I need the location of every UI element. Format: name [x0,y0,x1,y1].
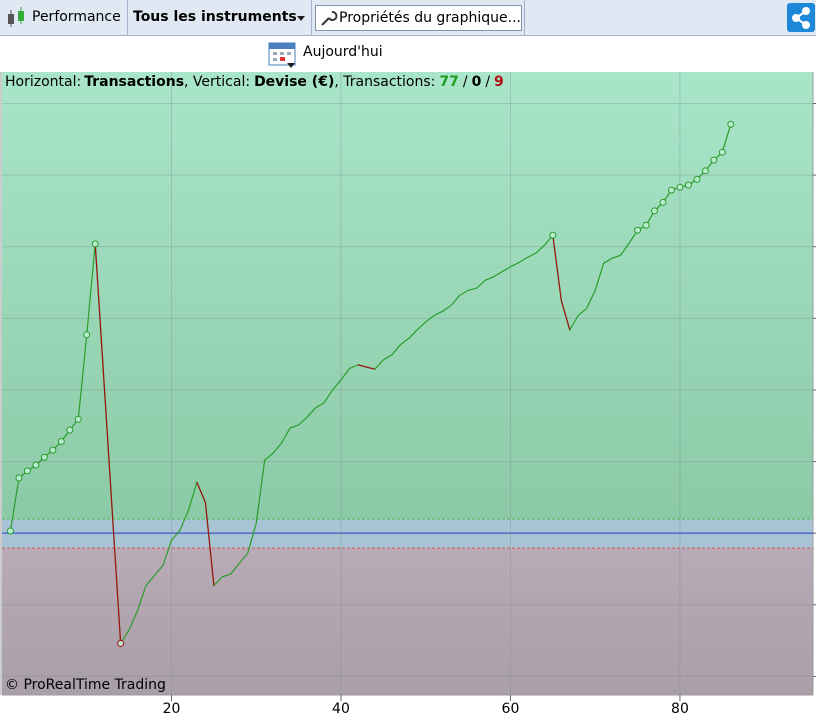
share-button[interactable] [787,3,815,32]
high-marker [718,148,726,156]
high-marker [710,156,718,164]
losing-trade [357,364,367,368]
high-marker [57,438,65,446]
losing-trade [111,510,122,644]
losing-trade [196,482,206,503]
losing-trade [366,366,376,370]
high-marker [549,231,557,239]
high-marker [6,527,14,535]
losing-count: 9 [494,74,504,90]
low-marker [117,639,125,647]
calendar-icon[interactable] [268,39,298,69]
separator-text: / [462,74,468,90]
axis-area [0,695,816,720]
high-marker [684,181,692,189]
high-marker [642,221,650,229]
separator [311,0,312,35]
high-marker [651,207,659,215]
dropdown-arrow [297,16,305,21]
info-label: , Transactions: [334,74,436,90]
losing-trade [103,377,113,511]
date-bar: Aujourd'hui [0,36,816,72]
info-value: Transactions [84,74,185,90]
x-tick-label: 40 [332,701,350,717]
share-icon [792,7,810,29]
wrench-icon [321,11,338,26]
info-value: Devise (€) [254,74,335,90]
neutral-count: 0 [471,74,482,90]
separator [524,0,525,35]
candle-icon [8,7,24,27]
high-marker [659,198,667,206]
copyright: © ProRealTime Trading [5,677,166,693]
high-marker [91,240,99,248]
grid: 20 40 60 80 [2,72,816,717]
properties-button[interactable]: Propriétés du graphique... [315,5,522,31]
winning-count: 77 [439,74,459,90]
today-label[interactable]: Aujourd'hui [303,44,383,60]
profit-zone [2,72,813,520]
high-marker [634,226,642,234]
performance-button[interactable]: Performance [2,2,126,33]
info-label: , Vertical: [184,74,251,90]
high-marker [74,415,82,423]
instruments-dropdown[interactable]: Tous les instruments [128,2,310,33]
info-label: Horizontal: [5,74,82,90]
high-marker [49,446,57,454]
high-marker [701,167,709,175]
performance-label: Performance [32,9,121,25]
plot-background [0,72,816,720]
high-marker [66,426,74,434]
separator-text: / [485,74,491,90]
x-tick-label: 60 [502,701,520,717]
high-marker [40,453,48,461]
losing-trade [204,502,215,586]
info-line: Horizontal: Transactions, Vertical: Devise… [5,72,508,92]
instruments-label: Tous les instruments [133,9,297,25]
high-marker [693,175,701,183]
losing-trade [560,300,571,330]
high-marker [23,467,31,475]
high-marker [32,461,40,469]
toolbar: Performance Tous les instruments Proprié… [0,0,816,36]
high-marker [83,331,91,339]
high-marker [15,474,23,482]
separator [127,0,128,35]
loss-zone [2,548,813,695]
series [6,120,735,647]
x-tick-label: 20 [163,701,181,717]
properties-label: Propriétés du graphique... [339,10,522,26]
high-marker [727,120,735,128]
losing-trade [94,243,105,378]
losing-trade [552,235,562,301]
x-tick-label: 80 [671,701,689,717]
high-marker [676,183,684,191]
high-marker [667,186,675,194]
